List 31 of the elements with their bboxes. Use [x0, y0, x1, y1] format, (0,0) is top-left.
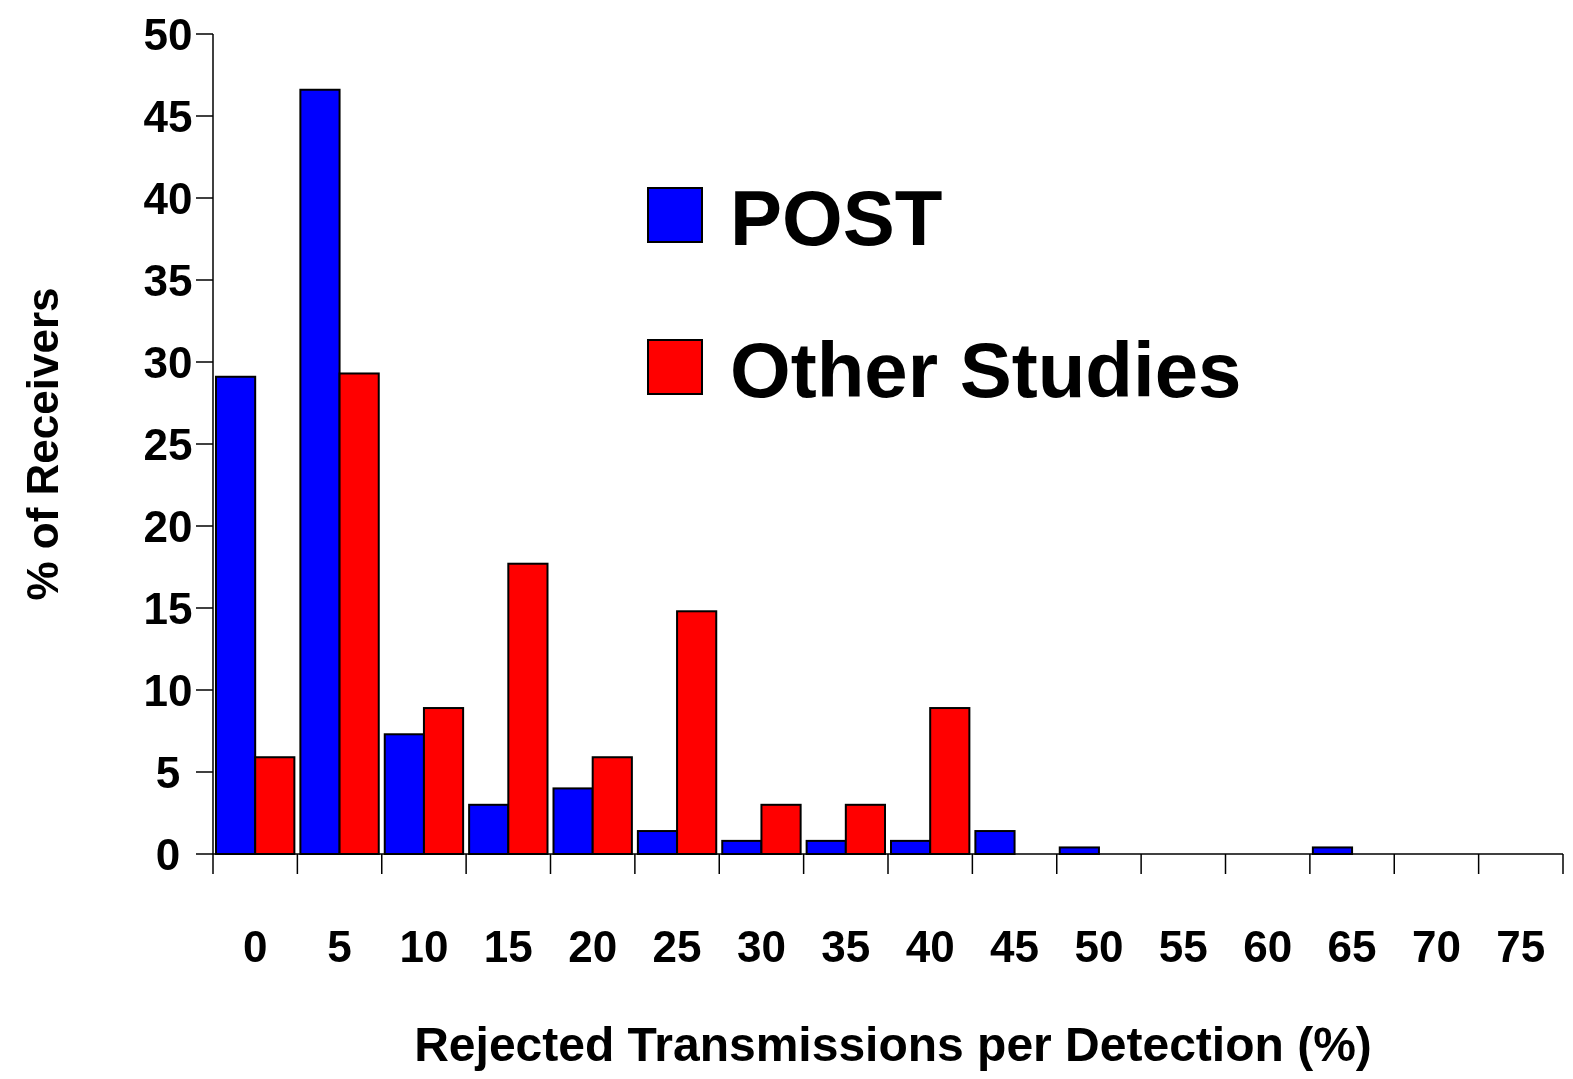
- x-tick-label: 30: [736, 921, 786, 971]
- x-axis-title: Rejected Transmissions per Detection (%): [414, 1018, 1372, 1072]
- y-tick-label: 5: [155, 747, 181, 797]
- y-tick-label: 30: [143, 337, 193, 387]
- x-tick-label: 65: [1327, 921, 1377, 971]
- x-tick-label: 55: [1158, 921, 1208, 971]
- x-tick-label: 60: [1243, 921, 1293, 971]
- y-tick-label: 40: [143, 173, 193, 223]
- y-tick-label: 35: [143, 255, 193, 305]
- legend-label: POST: [730, 174, 943, 263]
- x-tick-label: 25: [652, 921, 702, 971]
- y-tick-label: 0: [155, 829, 181, 879]
- x-tick-label: 10: [399, 921, 449, 971]
- x-tick-label: 50: [1074, 921, 1124, 971]
- x-tick-label: 35: [821, 921, 871, 971]
- x-tick-label: 20: [568, 921, 618, 971]
- x-tick-label: 15: [483, 921, 533, 971]
- x-tick-label: 5: [327, 921, 352, 971]
- y-tick-label: 45: [143, 91, 193, 141]
- legend-label: Other Studies: [730, 326, 1242, 415]
- x-tick-label: 0: [242, 921, 268, 971]
- x-tick-label: 40: [905, 921, 955, 971]
- x-tick-label: 75: [1496, 921, 1546, 971]
- y-tick-label: 15: [143, 583, 193, 633]
- x-tick-label: 70: [1411, 921, 1461, 971]
- x-tick-label: 45: [990, 921, 1040, 971]
- y-axis-title: % of Receivers: [17, 287, 67, 601]
- y-tick-label: 10: [143, 665, 193, 715]
- y-tick-label: 50: [143, 9, 193, 59]
- y-tick-label: 25: [143, 419, 193, 469]
- y-tick-label: 20: [143, 501, 193, 551]
